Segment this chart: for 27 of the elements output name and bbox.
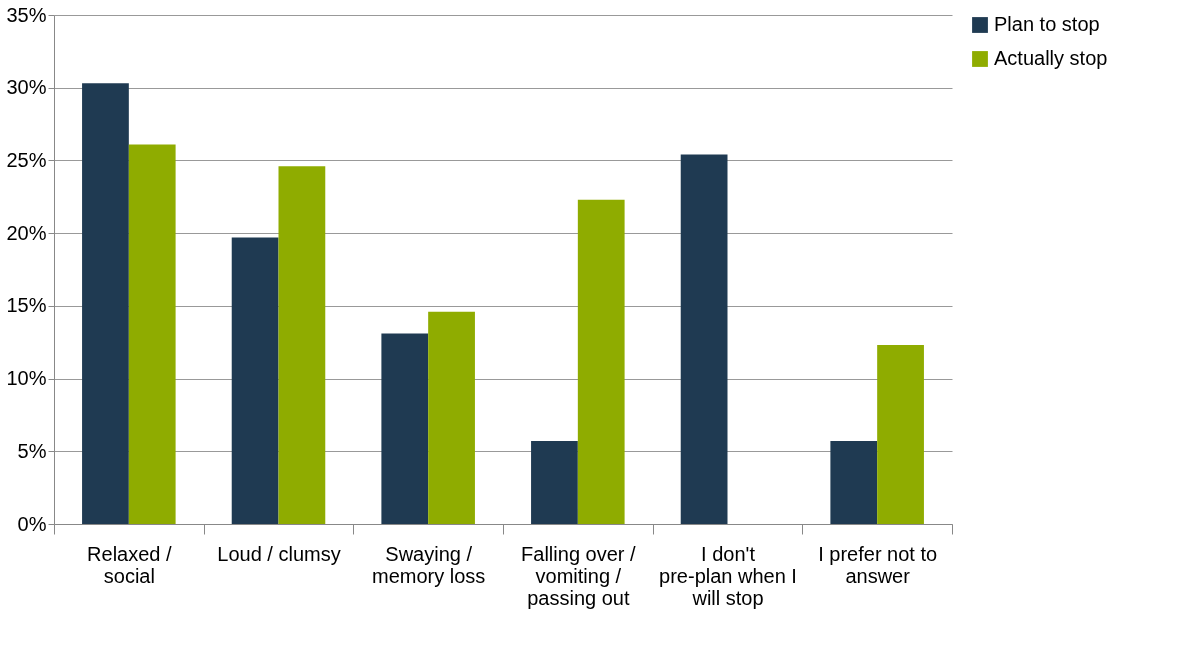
legend-label: Plan to stop bbox=[994, 13, 1100, 35]
y-tick-label: 5% bbox=[17, 439, 47, 462]
bar bbox=[231, 237, 279, 524]
bar bbox=[278, 166, 326, 524]
x-tick-label: Relaxed / social bbox=[87, 542, 173, 587]
y-tick-label: 0% bbox=[17, 512, 47, 535]
bar bbox=[82, 83, 129, 524]
x-tick-label: Loud / clumsy bbox=[217, 542, 341, 565]
bar bbox=[577, 199, 625, 524]
x-tick-label: I don't pre-plan when I will stop bbox=[659, 542, 797, 609]
y-tick-label: 30% bbox=[6, 76, 47, 99]
y-tick-label: 10% bbox=[6, 367, 47, 390]
y-tick-label: 25% bbox=[6, 148, 47, 171]
y-tick-label: 15% bbox=[6, 294, 47, 317]
x-tick-label: Swaying / memory loss bbox=[371, 542, 486, 587]
bar bbox=[830, 441, 878, 524]
bar bbox=[680, 154, 728, 524]
legend-label: Actually stop bbox=[994, 47, 1108, 69]
x-tick-label: Falling over / vomiting / passing out bbox=[521, 542, 637, 609]
y-tick-label: 35% bbox=[6, 3, 47, 26]
bar bbox=[877, 345, 924, 524]
x-tick-label: I prefer not to answer bbox=[818, 542, 938, 587]
bar bbox=[531, 441, 578, 524]
y-tick-label: 20% bbox=[6, 221, 47, 244]
bar bbox=[428, 311, 475, 524]
bar bbox=[381, 333, 429, 524]
bar bbox=[128, 144, 176, 524]
